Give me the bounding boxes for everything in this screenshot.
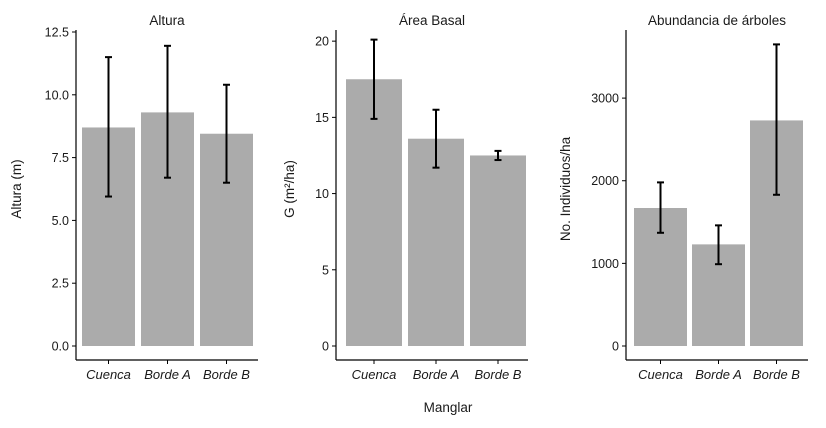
y-tick-label: 5 bbox=[322, 263, 329, 277]
x-axis-label: Manglar bbox=[424, 400, 473, 415]
y-tick-label: 5.0 bbox=[52, 214, 69, 228]
x-tick-label: Borde B bbox=[203, 367, 250, 382]
y-tick-label: 1000 bbox=[591, 257, 619, 271]
bar bbox=[408, 138, 464, 346]
x-tick-label: Cuenca bbox=[352, 367, 397, 382]
panel-title: Área Basal bbox=[399, 13, 465, 28]
x-tick-label: Borde B bbox=[475, 367, 522, 382]
x-tick-label: Cuenca bbox=[86, 367, 131, 382]
y-tick-label: 2.5 bbox=[52, 277, 69, 291]
y-tick-label: 0.0 bbox=[52, 340, 69, 354]
bar bbox=[470, 155, 526, 346]
x-tick-label: Borde A bbox=[413, 367, 460, 382]
x-tick-label: Borde A bbox=[695, 367, 742, 382]
y-tick-label: 10 bbox=[315, 187, 329, 201]
y-axis-label: Altura (m) bbox=[9, 159, 24, 218]
y-tick-label: 10.0 bbox=[45, 88, 69, 102]
y-axis-label: No. Individuos/ha bbox=[558, 136, 573, 241]
y-tick-label: 12.5 bbox=[45, 26, 69, 40]
x-tick-label: Cuenca bbox=[638, 367, 683, 382]
y-tick-label: 3000 bbox=[591, 92, 619, 106]
x-tick-label: Borde B bbox=[753, 367, 800, 382]
y-tick-label: 7.5 bbox=[52, 151, 69, 165]
bar bbox=[346, 79, 402, 346]
x-tick-label: Borde A bbox=[144, 367, 191, 382]
panel-title: Abundancia de árboles bbox=[648, 13, 786, 28]
y-tick-label: 2000 bbox=[591, 174, 619, 188]
y-tick-label: 0 bbox=[322, 340, 329, 354]
y-axis-label: G (m²/ha) bbox=[282, 160, 297, 218]
y-tick-label: 0 bbox=[612, 340, 619, 354]
y-tick-label: 20 bbox=[315, 35, 329, 49]
panel-title: Altura bbox=[149, 13, 185, 28]
y-tick-label: 15 bbox=[315, 111, 329, 125]
